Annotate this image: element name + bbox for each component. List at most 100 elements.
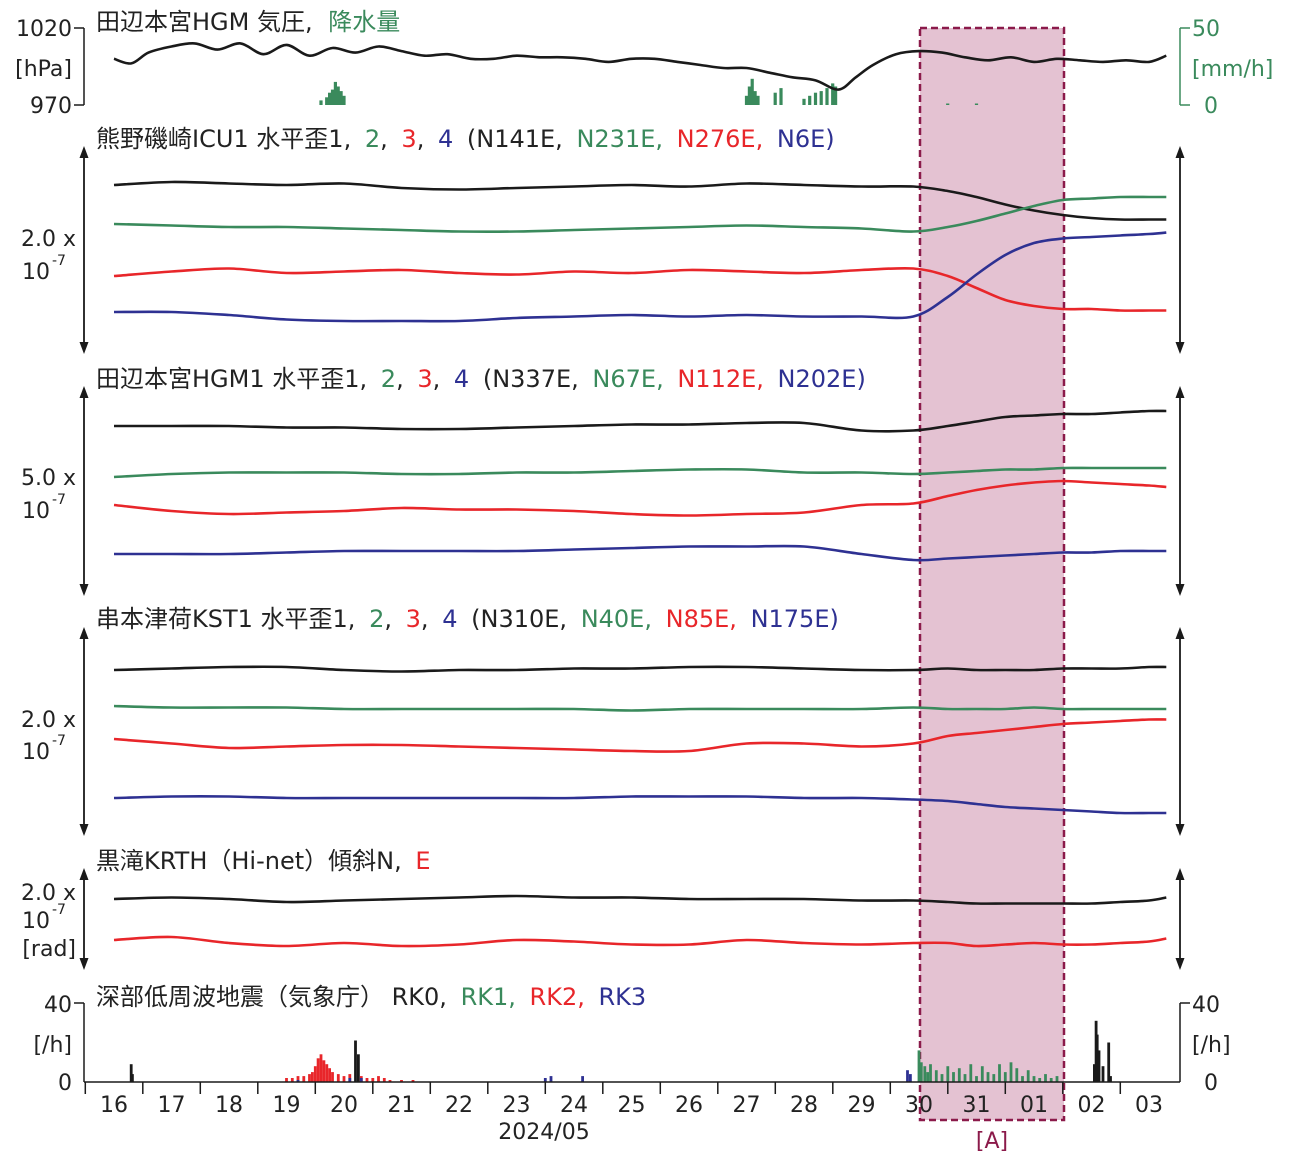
scale-label: 2.0 x	[21, 708, 76, 733]
comma: ,	[384, 605, 392, 633]
rain-bar	[747, 86, 751, 105]
kst1-line-3	[113, 718, 1167, 753]
x-tick-label: 16	[100, 1093, 128, 1118]
comma: ,	[433, 365, 441, 393]
icu1-line-2	[113, 195, 1167, 234]
scale-exp: -7	[52, 253, 66, 269]
lfe-bar-rk3	[348, 1078, 352, 1082]
panel-kst1: 串本津荷KST1 水平歪1, 2, 3, 4 (N310E, N40E, N85…	[21, 605, 1185, 836]
kst1-line-4	[113, 795, 1167, 815]
rain-bar	[744, 95, 749, 105]
lfe-bar-rk1	[1009, 1062, 1013, 1083]
right-unit-mmh: [mm/h]	[1192, 57, 1273, 82]
hgm1-line-1	[114, 409, 1167, 433]
title-n2: 2	[365, 125, 380, 153]
title-dir2: N40E,	[581, 605, 652, 633]
lfe-bar-rk1	[934, 1070, 938, 1082]
lfe-bar-rk0	[1095, 1034, 1099, 1082]
lfe-bar-rk0	[1093, 1064, 1096, 1082]
lfe-bar-rk0	[357, 1054, 360, 1082]
x-tick-label: 02	[1078, 1093, 1106, 1118]
right-tick-40: 40	[1192, 993, 1220, 1018]
lfe-bar-rk2	[290, 1078, 294, 1082]
x-tick-label: 21	[388, 1093, 416, 1118]
lfe-bar-rk2	[388, 1080, 392, 1082]
x-tick-label: 17	[158, 1093, 186, 1118]
scale-label: 2.0 x	[21, 227, 76, 252]
scale-arrow-head-down	[79, 342, 89, 354]
scale-arrow-head-up	[79, 627, 89, 639]
icu1-line-1	[113, 180, 1167, 221]
lfe-bar-rk1	[1003, 1072, 1007, 1082]
panel-title-lfe: 深部低周波地震（気象庁） RK0, RK1, RK2, RK3	[96, 983, 646, 1011]
title-dir1: (N141E,	[467, 125, 563, 153]
scale-arrow-head-down	[79, 824, 89, 836]
scale-exp: -7	[52, 733, 66, 749]
comma: ,	[380, 125, 388, 153]
x-tick-label: 28	[790, 1093, 818, 1118]
scale-exp: -7	[52, 902, 66, 918]
x-tick-label: 26	[675, 1093, 703, 1118]
rain-bar	[974, 103, 979, 105]
scale-arrow-head-down	[1175, 958, 1185, 970]
panel-lfe: 40 [/h] 0 40 [/h] 0 深部低周波地震（気象庁） RK0, RK…	[33, 983, 1230, 1096]
rain-bar	[813, 92, 818, 105]
lfe-bar-rk1	[919, 1062, 923, 1083]
lfe-bar-rk2	[316, 1058, 320, 1082]
lfe-bar-rk0	[1107, 1042, 1111, 1082]
title-dir1: (N337E,	[483, 365, 579, 393]
rain-bar	[834, 86, 838, 105]
scale-arrow-head-up	[79, 146, 89, 158]
scale-arrow-head-down	[79, 584, 89, 596]
rain-bar	[753, 91, 757, 105]
title-dir3: N276E,	[677, 125, 764, 153]
panel-title-hgm1: 田辺本宮HGM1 水平歪1, 2, 3, 4 (N337E, N67E, N11…	[96, 365, 866, 393]
krth-line-n	[113, 894, 1167, 905]
scale-arrow-head-down	[1175, 824, 1185, 836]
scale-label: 2.0 x	[21, 881, 76, 906]
highlight-label: [A]	[976, 1129, 1008, 1154]
title-dir4: N175E)	[751, 605, 839, 633]
lfe-bar-rk2	[302, 1076, 306, 1082]
lfe-bar-rk2	[336, 1074, 340, 1082]
x-tick-label: 18	[215, 1093, 243, 1118]
title-prefix: 串本津荷KST1 水平歪1,	[96, 605, 355, 633]
lfe-bar-rk0	[354, 1040, 357, 1082]
title-dir3: N112E,	[677, 365, 764, 393]
rain-bar	[325, 97, 329, 105]
right-tick-0: 0	[1204, 94, 1218, 119]
lfe-bar-rk3	[296, 1080, 300, 1082]
title-rk2: RK2,	[530, 983, 585, 1011]
hgm1-line-4	[114, 544, 1167, 562]
title-n4: 4	[454, 365, 469, 393]
x-tick-label: 24	[560, 1093, 588, 1118]
lfe-bar-rk2	[308, 1074, 311, 1082]
panel-krth: 黒滝KRTH（Hi-net）傾斜N, E 2.0 x 10 -7 [rad]	[21, 847, 1185, 970]
lfe-bar-rk1	[923, 1066, 927, 1082]
title-dir4: N202E)	[778, 365, 866, 393]
scale-arrow-head-down	[1175, 342, 1185, 354]
rain-bar	[946, 103, 950, 105]
scale-arrow-head-down	[79, 958, 89, 970]
lfe-bar-rk1	[1015, 1068, 1019, 1082]
lfe-bar-rk1	[929, 1064, 932, 1082]
scale-exp-base: 10	[22, 260, 50, 285]
rain-bar	[819, 91, 823, 105]
scale-arrows	[79, 146, 1185, 354]
lfe-bar-rk2	[365, 1078, 369, 1082]
title-rk1: RK1,	[461, 983, 516, 1011]
lfe-bar-rk2	[296, 1076, 300, 1082]
lfe-bar-rk0	[131, 1074, 134, 1082]
title-prefix: 深部低周波地震（気象庁） RK0,	[96, 983, 447, 1011]
panel-hgm1: 田辺本宮HGM1 水平歪1, 2, 3, 4 (N337E, N67E, N11…	[21, 365, 1185, 596]
lfe-bar-rk3	[906, 1070, 909, 1082]
rain-bar	[831, 83, 835, 105]
scale-arrow-head-up	[79, 386, 89, 398]
rain-bar	[319, 100, 323, 105]
lfe-bar-rk0	[1109, 1076, 1112, 1082]
title-n2: 2	[381, 365, 396, 393]
left-unit: [/h]	[33, 1033, 72, 1058]
scale-arrows	[79, 386, 1185, 596]
lfe-bar-rk0	[1097, 1050, 1101, 1082]
lfe-bar-rk3	[549, 1076, 553, 1082]
